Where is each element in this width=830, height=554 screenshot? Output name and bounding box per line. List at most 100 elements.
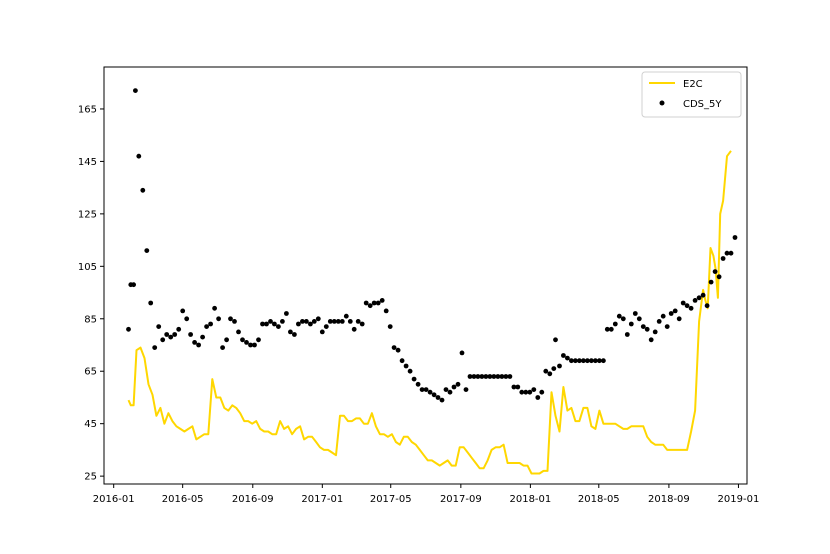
series-point-cds-5y xyxy=(379,298,385,303)
series-point-cds-5y xyxy=(696,295,702,301)
series-point-cds-5y xyxy=(704,303,710,309)
series-point-cds-5y xyxy=(375,300,381,306)
series-point-cds-5y xyxy=(280,319,285,324)
series-point-cds-5y xyxy=(684,303,690,309)
series-point-cds-5y xyxy=(148,300,154,306)
series-point-cds-5y xyxy=(624,332,630,337)
series-point-cds-5y xyxy=(640,324,646,329)
series-point-cds-5y xyxy=(339,319,345,324)
series-point-cds-5y xyxy=(724,250,730,256)
series-point-cds-5y xyxy=(126,326,131,332)
series-point-cds-5y xyxy=(535,395,541,400)
series-point-cds-5y xyxy=(260,321,265,327)
series-point-cds-5y xyxy=(569,358,574,364)
series-point-cds-5y xyxy=(196,342,202,348)
series-point-cds-5y xyxy=(573,358,578,364)
series-point-cds-5y xyxy=(228,316,233,322)
series-point-cds-5y xyxy=(236,329,241,335)
series-point-cds-5y xyxy=(515,384,521,390)
series-point-cds-5y xyxy=(224,337,230,343)
x-tick-label: 2017-09 xyxy=(440,494,482,505)
series-point-cds-5y xyxy=(272,321,277,327)
series-point-cds-5y xyxy=(511,384,517,390)
legend-label-cds-5y: CDS_5Y xyxy=(683,99,722,110)
series-point-cds-5y xyxy=(188,332,194,337)
series-point-cds-5y xyxy=(644,326,650,332)
series-point-cds-5y xyxy=(435,395,441,400)
series-point-cds-5y xyxy=(491,374,497,379)
series-point-cds-5y xyxy=(601,358,606,364)
series-point-cds-5y xyxy=(553,337,558,343)
series-point-cds-5y xyxy=(288,329,293,335)
series-point-cds-5y xyxy=(628,321,634,327)
x-tick-label: 2016-01 xyxy=(93,494,135,505)
series-point-cds-5y xyxy=(315,316,321,322)
series-point-cds-5y xyxy=(620,316,626,322)
series-point-cds-5y xyxy=(192,340,198,345)
series-point-cds-5y xyxy=(131,282,137,288)
series-point-cds-5y xyxy=(268,319,273,324)
series-point-cds-5y xyxy=(527,389,533,395)
series-point-cds-5y xyxy=(144,248,150,254)
series-point-cds-5y xyxy=(403,363,409,369)
series-point-cds-5y xyxy=(451,384,457,390)
series-point-cds-5y xyxy=(551,366,557,371)
series-point-cds-5y xyxy=(483,374,489,379)
series-point-cds-5y xyxy=(543,368,549,374)
series-point-cds-5y xyxy=(355,319,361,324)
series-point-cds-5y xyxy=(399,358,405,364)
series-point-cds-5y xyxy=(363,300,369,306)
x-tick-label: 2018-09 xyxy=(648,494,690,505)
series-point-cds-5y xyxy=(156,324,162,329)
series-point-cds-5y xyxy=(184,316,190,322)
series-point-cds-5y xyxy=(216,316,222,322)
series-point-cds-5y xyxy=(140,187,146,193)
series-point-cds-5y xyxy=(160,337,166,343)
series-point-cds-5y xyxy=(284,311,289,316)
series-point-cds-5y xyxy=(467,374,473,379)
series-point-cds-5y xyxy=(200,334,206,340)
series-point-cds-5y xyxy=(331,319,337,324)
series-point-cds-5y xyxy=(351,326,357,332)
x-tick-label: 2018-05 xyxy=(578,494,620,505)
series-point-cds-5y xyxy=(479,374,485,379)
series-point-cds-5y xyxy=(676,316,682,322)
y-tick-label: 105 xyxy=(78,262,97,273)
series-point-cds-5y xyxy=(519,389,525,395)
series-point-cds-5y xyxy=(499,374,505,379)
series-point-cds-5y xyxy=(577,358,582,364)
y-tick-label: 25 xyxy=(84,472,97,483)
series-point-cds-5y xyxy=(463,387,469,392)
series-point-cds-5y xyxy=(539,389,545,395)
series-point-cds-5y xyxy=(415,381,421,387)
series-point-cds-5y xyxy=(168,334,174,340)
series-point-cds-5y xyxy=(692,298,698,303)
y-tick-label: 65 xyxy=(84,367,97,378)
series-point-cds-5y xyxy=(387,324,393,329)
series-point-cds-5y xyxy=(133,88,138,93)
y-tick-label: 125 xyxy=(78,209,97,220)
series-point-cds-5y xyxy=(220,345,226,350)
series-point-cds-5y xyxy=(720,256,726,261)
series-point-cds-5y xyxy=(164,332,170,337)
series-point-cds-5y xyxy=(668,311,674,316)
series-point-cds-5y xyxy=(359,321,365,327)
legend: E2C CDS_5Y xyxy=(641,71,742,118)
series-point-cds-5y xyxy=(367,303,373,309)
series-point-cds-5y xyxy=(423,387,429,392)
series-point-cds-5y xyxy=(419,387,425,392)
series-point-cds-5y xyxy=(652,329,658,335)
series-point-cds-5y xyxy=(327,319,333,324)
series-point-cds-5y xyxy=(531,387,537,392)
series-point-cds-5y xyxy=(716,274,722,280)
series-point-cds-5y xyxy=(319,329,325,335)
series-point-cds-5y xyxy=(585,358,590,364)
series-point-cds-5y xyxy=(581,358,586,364)
legend-label-e2c: E2C xyxy=(683,79,703,90)
series-point-cds-5y xyxy=(471,374,477,379)
series-point-cds-5y xyxy=(708,279,714,285)
series-point-cds-5y xyxy=(593,358,598,364)
series-point-cds-5y xyxy=(632,311,638,316)
series-point-cds-5y xyxy=(608,326,614,332)
